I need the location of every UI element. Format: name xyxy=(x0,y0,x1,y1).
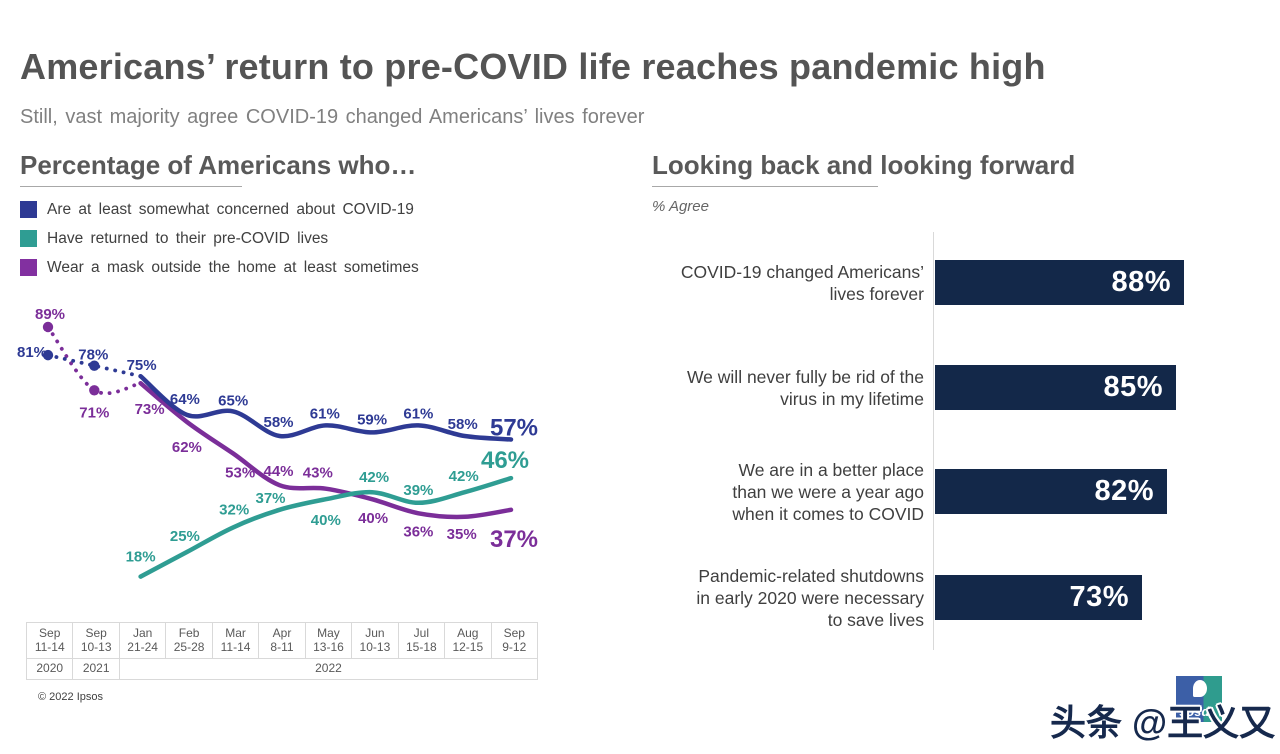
data-label: 62% xyxy=(172,439,202,456)
right-panel-heading: Looking back and looking forward xyxy=(652,150,1076,180)
page-title: Americans’ return to pre-COVID life reac… xyxy=(20,46,1046,87)
data-label: 18% xyxy=(126,549,156,566)
bar-value-label: 85% xyxy=(1103,371,1163,403)
bar-category-label: Pandemic-related shutdowns in early 2020 … xyxy=(696,565,924,630)
page-subtitle: Still, vast majority agree COVID-19 chan… xyxy=(20,106,645,128)
bar: 88% xyxy=(935,260,1184,305)
right-heading-underline xyxy=(652,186,878,187)
series-0-point-marker xyxy=(42,349,54,361)
series-0-line xyxy=(138,373,514,442)
data-label: 89% xyxy=(35,306,65,323)
data-label: 73% xyxy=(135,401,165,418)
percent-agree-label: % Agree xyxy=(652,198,709,215)
data-label: 81% xyxy=(17,344,47,361)
series-1-line xyxy=(138,475,514,579)
legend-label: Have returned to their pre-COVID lives xyxy=(47,229,329,247)
ipsos-logo: Ipsos xyxy=(1176,676,1222,722)
axis-tick: Feb 25-28 xyxy=(165,622,213,659)
data-label: 65% xyxy=(218,392,248,409)
data-label: 32% xyxy=(219,501,249,518)
left-heading-underline xyxy=(20,186,242,187)
data-label: 57% xyxy=(490,415,538,442)
data-label: 42% xyxy=(449,468,479,485)
data-label: 58% xyxy=(263,414,293,431)
data-label: 37% xyxy=(490,526,538,553)
series-0-point-marker xyxy=(89,360,100,371)
series-0-dotted-line xyxy=(46,353,143,379)
bar: 82% xyxy=(935,469,1167,514)
legend-swatch-returned xyxy=(20,230,37,247)
legend-label: Wear a mask outside the home at least so… xyxy=(47,258,419,276)
legend-item-returned: Have returned to their pre-COVID lives xyxy=(20,224,419,253)
axis-year: 2021 xyxy=(72,658,120,680)
data-label: 36% xyxy=(403,523,433,540)
left-panel-heading: Percentage of Americans who… xyxy=(20,150,417,180)
date-axis-table: Sep 11-14 Sep 10-13 Jan 21-24 Feb 25-28 Mar 11-14… xyxy=(25,622,539,680)
data-label: 71% xyxy=(79,404,109,421)
data-label: 64% xyxy=(170,391,200,408)
axis-tick: Jul 15-18 xyxy=(397,622,446,659)
watermark-text: 头条 @王义又 xyxy=(1050,702,1276,743)
legend-item-concerned: Are at least somewhat concerned about CO… xyxy=(20,195,419,224)
data-label: 35% xyxy=(447,526,477,543)
axis-tick: Sep 10-13 xyxy=(72,622,120,659)
bar-category-label: COVID-19 changed Americans’ lives forever xyxy=(680,261,924,304)
chart-legend: Are at least somewhat concerned about CO… xyxy=(20,195,419,282)
axis-tick: Jun 10-13 xyxy=(351,622,399,659)
series-2-point-marker xyxy=(89,385,100,396)
data-label: 61% xyxy=(310,405,340,422)
bar-chart: COVID-19 changed Americans’ lives forever… xyxy=(652,232,1252,652)
data-label: 46% xyxy=(481,447,529,474)
legend-swatch-concerned xyxy=(20,201,37,218)
bar-category-label: We are in a better place than we were a y… xyxy=(732,459,924,524)
axis-tick: Jan 21-24 xyxy=(118,622,167,659)
data-label: 37% xyxy=(255,490,285,507)
bar-value-label: 73% xyxy=(1069,581,1129,613)
data-label: 42% xyxy=(359,469,389,486)
series-2-line xyxy=(138,380,514,520)
data-label: 44% xyxy=(263,463,293,480)
bar-value-label: 88% xyxy=(1111,266,1171,298)
bar: 85% xyxy=(935,365,1176,410)
data-label: 75% xyxy=(127,357,157,374)
bar-value-label: 82% xyxy=(1094,475,1154,507)
data-label: 40% xyxy=(358,510,388,527)
legend-label: Are at least somewhat concerned about CO… xyxy=(47,200,414,218)
legend-swatch-mask xyxy=(20,259,37,276)
data-label: 25% xyxy=(170,528,200,545)
bar-baseline-axis xyxy=(933,232,934,650)
copyright-note: © 2022 Ipsos xyxy=(38,691,103,703)
data-label: 53% xyxy=(225,465,255,482)
legend-item-mask: Wear a mask outside the home at least so… xyxy=(20,253,419,282)
axis-year: 2022 xyxy=(118,658,539,680)
axis-tick: Apr 8-11 xyxy=(258,622,306,659)
data-label: 61% xyxy=(403,405,433,422)
axis-tick: May 13-16 xyxy=(304,622,353,659)
axis-tick: Aug 12-15 xyxy=(444,622,492,659)
data-label: 39% xyxy=(403,482,433,499)
axis-tick: Sep 11-14 xyxy=(25,622,74,659)
bar-category-label: We will never fully be rid of the virus i… xyxy=(686,366,924,409)
data-label: 43% xyxy=(303,465,333,482)
bar: 73% xyxy=(935,575,1142,620)
data-label: 40% xyxy=(311,512,341,529)
series-2-point-marker xyxy=(42,321,54,333)
data-label: 78% xyxy=(78,347,108,364)
data-label: 58% xyxy=(448,416,478,433)
axis-year: 2020 xyxy=(25,658,74,680)
logo-glyph xyxy=(1193,680,1207,697)
data-label: 59% xyxy=(357,411,387,428)
axis-tick: Mar 11-14 xyxy=(211,622,260,659)
axis-tick: Sep 9-12 xyxy=(490,622,539,659)
line-chart: 81% 78% 75% 64% 65% 58% 61% 59% 61% 58% 57% 18% 25% 3… xyxy=(17,306,538,579)
